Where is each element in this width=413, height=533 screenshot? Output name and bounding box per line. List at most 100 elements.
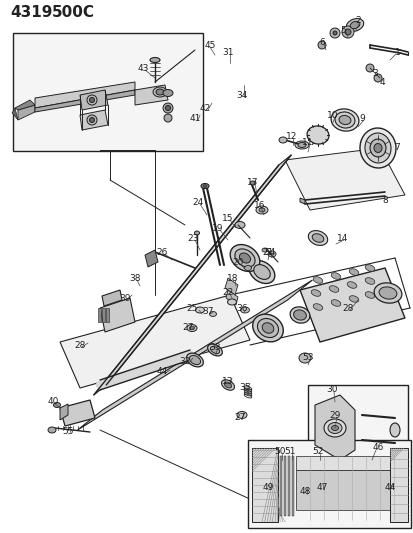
Ellipse shape [369,139,385,157]
Text: 44: 44 [383,483,395,492]
Polygon shape [102,290,122,306]
Ellipse shape [293,310,306,320]
Ellipse shape [239,253,250,263]
Polygon shape [135,85,168,105]
Ellipse shape [323,419,345,437]
Ellipse shape [338,116,350,125]
Ellipse shape [187,325,197,332]
Ellipse shape [308,231,327,245]
Polygon shape [60,295,249,388]
Text: 27: 27 [234,414,245,423]
Polygon shape [15,100,35,110]
Text: 46: 46 [371,443,383,453]
Ellipse shape [209,311,216,317]
Polygon shape [80,110,108,130]
Text: 1: 1 [394,47,400,56]
Text: 3: 3 [371,69,377,77]
Polygon shape [224,278,237,295]
Text: 16: 16 [254,200,265,209]
Ellipse shape [349,21,359,29]
Polygon shape [100,298,135,332]
Polygon shape [106,308,109,322]
Text: 15: 15 [222,214,233,222]
Polygon shape [252,448,277,522]
Ellipse shape [249,181,255,185]
Text: 500C: 500C [52,5,95,20]
Ellipse shape [312,277,322,284]
Text: 52: 52 [311,448,323,456]
Ellipse shape [359,128,395,168]
Ellipse shape [249,261,274,284]
Ellipse shape [364,265,374,271]
Ellipse shape [311,290,320,296]
Circle shape [365,64,373,72]
Text: 55: 55 [62,427,74,437]
Text: 53: 53 [301,353,313,362]
Ellipse shape [227,299,236,305]
Ellipse shape [330,273,340,279]
Polygon shape [225,290,237,305]
Ellipse shape [297,142,305,148]
Ellipse shape [330,300,340,306]
Ellipse shape [207,344,222,356]
Ellipse shape [261,248,267,252]
Ellipse shape [331,425,338,431]
Ellipse shape [153,87,166,97]
Circle shape [344,29,350,35]
Ellipse shape [373,143,381,152]
Circle shape [317,41,325,49]
Polygon shape [98,308,101,322]
Text: 28: 28 [74,341,85,350]
Ellipse shape [150,58,159,62]
Ellipse shape [278,137,286,143]
Ellipse shape [373,283,401,303]
Text: 44: 44 [156,367,167,376]
Ellipse shape [364,278,374,284]
Text: 32: 32 [179,358,190,367]
Text: 5: 5 [339,26,345,35]
Polygon shape [35,90,135,112]
Text: 24: 24 [192,198,203,206]
Text: 22: 22 [222,287,233,296]
Text: 23: 23 [187,233,198,243]
Circle shape [164,114,171,122]
Polygon shape [60,404,68,420]
Text: 7: 7 [393,142,399,151]
Ellipse shape [328,286,338,292]
Text: 40: 40 [47,398,59,407]
Text: 41: 41 [189,114,200,123]
Ellipse shape [163,90,173,96]
Ellipse shape [53,402,60,408]
Text: 49: 49 [262,483,273,492]
Text: 48: 48 [299,488,310,497]
Text: 30: 30 [325,385,337,394]
Text: 13: 13 [222,377,233,386]
Bar [247,440,410,528]
Text: 50: 50 [273,448,285,456]
Ellipse shape [290,307,309,323]
Ellipse shape [189,326,194,330]
Ellipse shape [234,249,254,267]
Text: 31: 31 [222,47,233,56]
Ellipse shape [189,356,200,365]
Bar [13,33,202,151]
Text: 6: 6 [318,37,324,46]
Text: 54: 54 [263,247,275,256]
Ellipse shape [378,287,396,299]
Text: 20: 20 [232,257,243,266]
Ellipse shape [348,269,358,276]
Polygon shape [283,456,285,516]
Polygon shape [60,400,95,426]
Text: 33: 33 [209,343,220,352]
Polygon shape [295,470,407,510]
Circle shape [332,31,336,35]
Text: 21: 21 [262,247,273,256]
Text: 4319: 4319 [10,5,52,20]
Ellipse shape [259,208,264,212]
Ellipse shape [210,346,219,353]
Polygon shape [299,268,404,342]
Ellipse shape [186,353,203,367]
Polygon shape [279,456,281,516]
Ellipse shape [306,126,328,144]
Polygon shape [35,82,135,108]
